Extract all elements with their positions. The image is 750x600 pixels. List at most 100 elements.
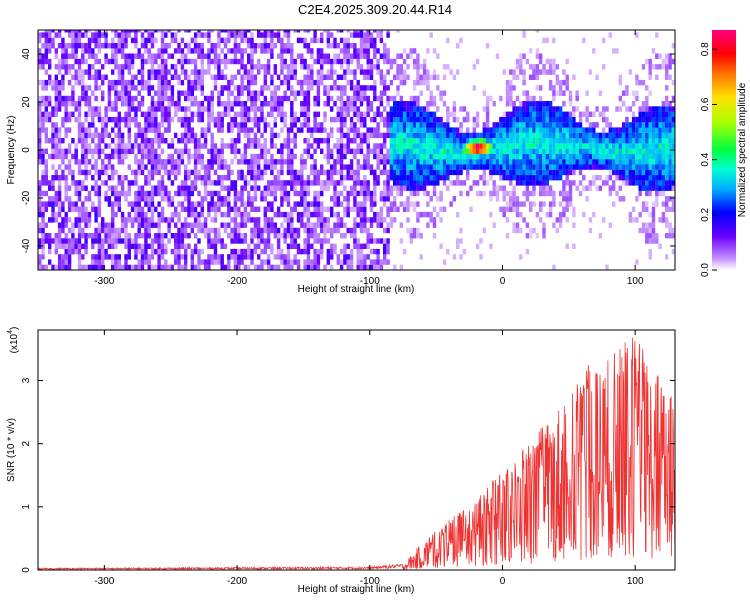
spectrogram-cell bbox=[77, 217, 82, 223]
spectrogram-cell bbox=[230, 180, 234, 186]
spectrogram-cell bbox=[519, 138, 523, 144]
spectrogram-cell bbox=[243, 201, 248, 207]
spectrogram-cell bbox=[283, 116, 287, 123]
spectrogram-cell bbox=[349, 175, 354, 181]
spectrogram-cell bbox=[203, 196, 208, 202]
spectrogram-cell bbox=[602, 111, 606, 117]
spectrogram-cell bbox=[668, 169, 672, 176]
spectrogram-cell bbox=[94, 211, 98, 218]
spectrogram-cell bbox=[167, 111, 171, 117]
spectrogram-cell bbox=[164, 116, 168, 123]
spectrogram-cell bbox=[638, 106, 642, 112]
spectrogram-cell bbox=[356, 148, 360, 154]
spectrogram-cell bbox=[150, 248, 155, 255]
spectrogram-cell bbox=[416, 122, 420, 128]
spectrogram-cell bbox=[326, 69, 330, 75]
spectrogram-cell bbox=[313, 79, 317, 86]
spectrogram-cell bbox=[363, 196, 367, 202]
spectrogram-cell bbox=[635, 164, 639, 170]
spectrogram-cell bbox=[190, 211, 194, 218]
spectrogram-cell bbox=[525, 153, 530, 160]
spectrogram-cell bbox=[661, 185, 666, 191]
spectrogram-cell bbox=[592, 159, 596, 165]
spectrogram-cell bbox=[184, 43, 188, 49]
spectrogram-cell bbox=[283, 233, 287, 239]
spectrogram-cell bbox=[303, 206, 307, 212]
spectrogram-cell bbox=[343, 185, 347, 191]
spectrogram-cell bbox=[303, 190, 307, 197]
spectrogram-cell bbox=[459, 254, 463, 260]
spectrogram-cell bbox=[568, 138, 573, 144]
spectrogram-cell bbox=[416, 201, 420, 207]
spectrogram-cell bbox=[615, 148, 619, 154]
spectrogram-cell bbox=[585, 185, 589, 191]
spectrogram-cell bbox=[313, 37, 317, 44]
spectrogram-cell bbox=[399, 116, 403, 123]
spectrogram-cell bbox=[363, 122, 367, 128]
spectrogram-cell bbox=[383, 43, 387, 49]
spectrogram-cell bbox=[127, 95, 131, 102]
spectrogram-cell bbox=[48, 243, 52, 249]
spectrogram-cell bbox=[237, 30, 241, 33]
spectrogram-cell bbox=[117, 196, 121, 202]
spectrogram-cell bbox=[363, 175, 367, 181]
spectrogram-cell bbox=[615, 153, 619, 160]
spectrogram-cell bbox=[227, 264, 231, 270]
spectrogram-cell bbox=[217, 30, 221, 33]
spectrogram-cell bbox=[522, 106, 526, 112]
spectrogram-cell bbox=[456, 132, 460, 139]
spectrogram-cell bbox=[306, 254, 311, 260]
spectrogram-cell bbox=[399, 74, 403, 80]
spectrogram-cell bbox=[426, 132, 430, 139]
spectrogram-cell bbox=[359, 206, 364, 212]
spectrogram-cell bbox=[67, 53, 72, 59]
spectrogram-cell bbox=[439, 132, 443, 139]
spectrogram-cell bbox=[111, 53, 115, 59]
spectrogram-cell bbox=[539, 201, 543, 207]
spectrogram-cell bbox=[479, 190, 483, 197]
spectrogram-cell bbox=[280, 106, 284, 112]
spectrogram-cell bbox=[349, 79, 354, 86]
spectrogram-cell bbox=[356, 32, 360, 38]
spectrogram-cell bbox=[426, 190, 430, 197]
spectrogram-cell bbox=[621, 148, 626, 154]
spectrogram-cell bbox=[452, 106, 457, 112]
spectrogram-cell bbox=[393, 201, 397, 207]
spectrogram-cell bbox=[333, 196, 337, 202]
spectrogram-cell bbox=[409, 127, 413, 133]
spectrogram-cell bbox=[356, 64, 360, 70]
spectrogram-cell bbox=[200, 43, 204, 49]
spectrogram-cell bbox=[323, 90, 327, 96]
spectrogram-cell bbox=[276, 95, 281, 102]
spectrogram-cell bbox=[323, 227, 327, 234]
spectrogram-cell bbox=[187, 196, 191, 202]
spectrogram-cell bbox=[671, 169, 675, 176]
spectrogram-cell bbox=[107, 106, 112, 112]
spectrogram-cell bbox=[316, 58, 321, 65]
spectrogram-cell bbox=[552, 116, 556, 123]
spectrogram-cell bbox=[154, 190, 158, 197]
spectrogram-cell bbox=[376, 175, 380, 181]
spectrogram-cell bbox=[313, 122, 317, 128]
spectrogram-cell bbox=[187, 243, 191, 249]
spectrogram-cell bbox=[134, 248, 138, 255]
spectrogram-cell bbox=[303, 58, 307, 65]
spectrogram-cell bbox=[386, 159, 390, 165]
spectrogram-cell bbox=[383, 106, 387, 112]
spectrogram-cell bbox=[283, 264, 287, 270]
spectrogram-cell bbox=[665, 95, 669, 102]
spectrogram-cell bbox=[303, 90, 307, 96]
spectrogram-cell bbox=[197, 248, 201, 255]
spectrogram-cell bbox=[466, 175, 470, 181]
spectrogram-cell bbox=[336, 259, 340, 265]
spectrogram-cell bbox=[651, 159, 656, 165]
spectrogram-cell bbox=[525, 90, 530, 96]
spectrogram-cell bbox=[127, 248, 131, 255]
spectrogram-cell bbox=[94, 159, 98, 165]
spectrogram-cell bbox=[592, 138, 596, 144]
spectrogram-cell bbox=[174, 111, 178, 117]
spectrogram-cell bbox=[442, 64, 447, 70]
spectrogram-cell bbox=[130, 201, 135, 207]
spectrogram-cell bbox=[343, 74, 347, 80]
spectrogram-cell bbox=[482, 180, 486, 186]
